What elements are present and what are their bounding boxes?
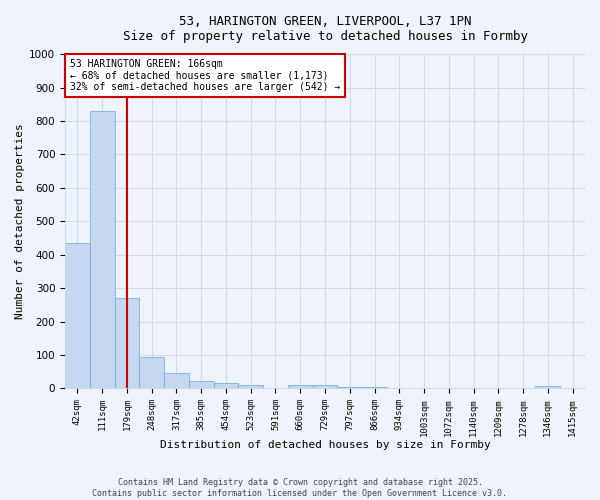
Bar	[189, 381, 214, 388]
Text: 53 HARINGTON GREEN: 166sqm
← 68% of detached houses are smaller (1,173)
32% of s: 53 HARINGTON GREEN: 166sqm ← 68% of deta…	[70, 59, 340, 92]
Bar	[288, 385, 313, 388]
Bar	[164, 374, 189, 388]
Text: Contains HM Land Registry data © Crown copyright and database right 2025.
Contai: Contains HM Land Registry data © Crown c…	[92, 478, 508, 498]
X-axis label: Distribution of detached houses by size in Formby: Distribution of detached houses by size …	[160, 440, 490, 450]
Bar	[337, 387, 362, 388]
Bar	[65, 243, 90, 388]
Bar	[362, 387, 387, 388]
Bar	[115, 298, 139, 388]
Bar	[214, 383, 238, 388]
Y-axis label: Number of detached properties: Number of detached properties	[15, 124, 25, 319]
Bar	[90, 111, 115, 388]
Bar	[238, 385, 263, 388]
Title: 53, HARINGTON GREEN, LIVERPOOL, L37 1PN
Size of property relative to detached ho: 53, HARINGTON GREEN, LIVERPOOL, L37 1PN …	[122, 15, 527, 43]
Bar	[535, 386, 560, 388]
Bar	[139, 356, 164, 388]
Bar	[313, 385, 337, 388]
